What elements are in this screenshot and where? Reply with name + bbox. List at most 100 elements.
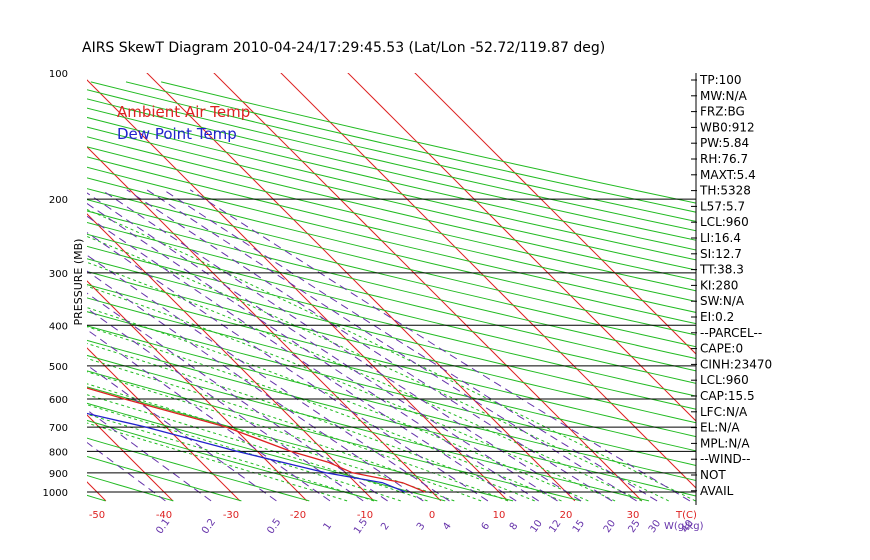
pressure-tick-label: 300 bbox=[49, 269, 68, 280]
bottom-temp-tick-label: -10 bbox=[357, 510, 373, 521]
moist-adiabat-line bbox=[87, 342, 535, 502]
bottom-temp-tick-label: -20 bbox=[290, 510, 306, 521]
stability-index-label: MAXT:5.4 bbox=[700, 168, 756, 182]
mixing-ratio-line bbox=[189, 189, 691, 502]
legend-ambient-air-temp: Ambient Air Temp bbox=[117, 103, 250, 121]
mixing-ratio-tick-label: 0.5 bbox=[265, 517, 283, 536]
dry-adiabat-line bbox=[87, 270, 696, 424]
mixing-ratio-tick-label: 30 bbox=[647, 518, 663, 535]
dry-adiabat-line bbox=[87, 284, 696, 438]
dry-adiabat-line bbox=[87, 339, 696, 497]
isotherm-line bbox=[280, 73, 696, 489]
stability-index-label: WB0:912 bbox=[700, 120, 755, 134]
stability-index-label: SW:N/A bbox=[700, 294, 745, 308]
stability-index-label: CAP:15.5 bbox=[700, 389, 755, 403]
mixing-ratio-line bbox=[87, 409, 212, 502]
pressure-tick-label: 600 bbox=[49, 395, 68, 406]
dry-adiabat-line bbox=[87, 386, 514, 502]
mixing-ratio-line bbox=[87, 329, 331, 502]
stability-index-label: SI:12.7 bbox=[700, 247, 742, 261]
isotherm-line bbox=[146, 73, 576, 502]
mixing-ratio-line bbox=[146, 189, 637, 502]
stability-index-label: LCL:960 bbox=[700, 215, 749, 229]
sounding-traces bbox=[87, 387, 426, 493]
moist-adiabat-line bbox=[87, 413, 375, 502]
pressure-tick-label: 700 bbox=[49, 423, 68, 434]
dry-adiabat-line bbox=[87, 233, 696, 384]
stability-index-label: EI:0.2 bbox=[700, 310, 734, 324]
mixing-ratio-tick-label: 10 bbox=[529, 518, 545, 535]
mixing-ratio-line bbox=[87, 202, 539, 502]
isotherm-line bbox=[414, 73, 696, 355]
isotherm-line bbox=[87, 347, 241, 502]
dry-adiabat-line bbox=[87, 258, 696, 410]
moist-adiabat-line bbox=[87, 307, 589, 502]
stability-index-label: MPL:N/A bbox=[700, 436, 750, 450]
isotherm-line bbox=[87, 414, 174, 502]
bottom-temp-tick-label: 10 bbox=[493, 510, 506, 521]
stability-index-label: CINH:23470 bbox=[700, 357, 772, 371]
stability-index-label: --PARCEL-- bbox=[700, 326, 762, 340]
stability-index-label: LFC:N/A bbox=[700, 405, 748, 419]
moist-adiabat-line bbox=[87, 208, 696, 502]
bottom-temp-tick-label: -50 bbox=[89, 510, 105, 521]
stability-index-label: EL:N/A bbox=[700, 421, 740, 435]
stability-index-label: TH:5328 bbox=[699, 184, 751, 198]
dry-adiabat-line bbox=[87, 455, 242, 502]
mixing-ratio-tick-label: 2 bbox=[379, 521, 392, 533]
dry-adiabat-line bbox=[87, 354, 650, 502]
dry-adiabat-line bbox=[87, 126, 696, 271]
dry-adiabat-line bbox=[87, 402, 446, 502]
moist-adiabat-line bbox=[87, 261, 643, 502]
pressure-tick-label: 200 bbox=[49, 195, 68, 206]
dry-adiabat-line bbox=[87, 222, 696, 372]
bottom-temp-tick-label: 30 bbox=[627, 510, 640, 521]
dry-adiabat-line bbox=[87, 311, 696, 466]
mixing-ratio-tick-label: 1 bbox=[322, 521, 335, 533]
y-axis-title: PRESSURE (MB) bbox=[72, 239, 85, 326]
isotherm-line bbox=[347, 73, 696, 422]
dry-adiabat-line bbox=[125, 81, 696, 213]
isotherm-line bbox=[87, 481, 107, 502]
pressure-tick-label: 900 bbox=[49, 469, 68, 480]
dry-adiabat-line bbox=[87, 437, 310, 502]
dry-adiabat-line bbox=[87, 136, 696, 281]
dry-adiabat-line bbox=[87, 199, 696, 348]
stability-index-label: RH:76.7 bbox=[700, 152, 748, 166]
mixing-ratio-line bbox=[87, 292, 388, 502]
stability-index-label: PW:5.84 bbox=[700, 136, 749, 150]
dry-adiabat-line bbox=[87, 188, 696, 336]
bottom-temp-tick-label: 20 bbox=[560, 510, 573, 521]
dry-adiabat-line bbox=[87, 325, 696, 482]
mixing-ratio-line bbox=[87, 254, 450, 502]
pressure-tick-label: 1000 bbox=[43, 488, 68, 499]
pressure-tick-label: 400 bbox=[49, 321, 68, 332]
pressure-tick-label: 500 bbox=[49, 362, 68, 373]
dry-adiabat-line bbox=[87, 297, 696, 452]
isotherm-line bbox=[87, 213, 375, 502]
stability-index-label: LI:16.4 bbox=[700, 231, 741, 245]
mixing-ratio-line bbox=[126, 189, 613, 502]
moist-adiabat-line bbox=[87, 285, 616, 502]
pressure-tick-label: 100 bbox=[49, 69, 68, 80]
dry-adiabat-line bbox=[87, 156, 696, 302]
stability-index-label: --WIND-- bbox=[700, 452, 750, 466]
mixing-ratio-line bbox=[87, 441, 166, 502]
dew-point-temp-line bbox=[87, 412, 406, 493]
legend-dew-point-temp: Dew Point Temp bbox=[117, 125, 237, 143]
isotherm-line bbox=[0, 64, 39, 501]
mixing-ratio-tick-label: 20 bbox=[602, 518, 618, 535]
stability-index-label: TT:38.3 bbox=[699, 263, 744, 277]
bottom-temp-axis-title: T(C) bbox=[675, 510, 697, 521]
stability-index-label: CAPE:0 bbox=[700, 342, 743, 356]
bottom-temp-tick-label: -30 bbox=[223, 510, 239, 521]
moist-adiabat-line bbox=[87, 326, 562, 502]
moist-adiabat-line bbox=[87, 383, 455, 502]
moist-adiabat-line bbox=[87, 357, 509, 502]
stability-index-label: MW:N/A bbox=[700, 89, 748, 103]
mixing-ratio-line bbox=[87, 364, 277, 502]
mixing-ratio-tick-label: 4 bbox=[441, 521, 454, 533]
chart-title: AIRS SkewT Diagram 2010-04-24/17:29:45.5… bbox=[82, 40, 605, 56]
